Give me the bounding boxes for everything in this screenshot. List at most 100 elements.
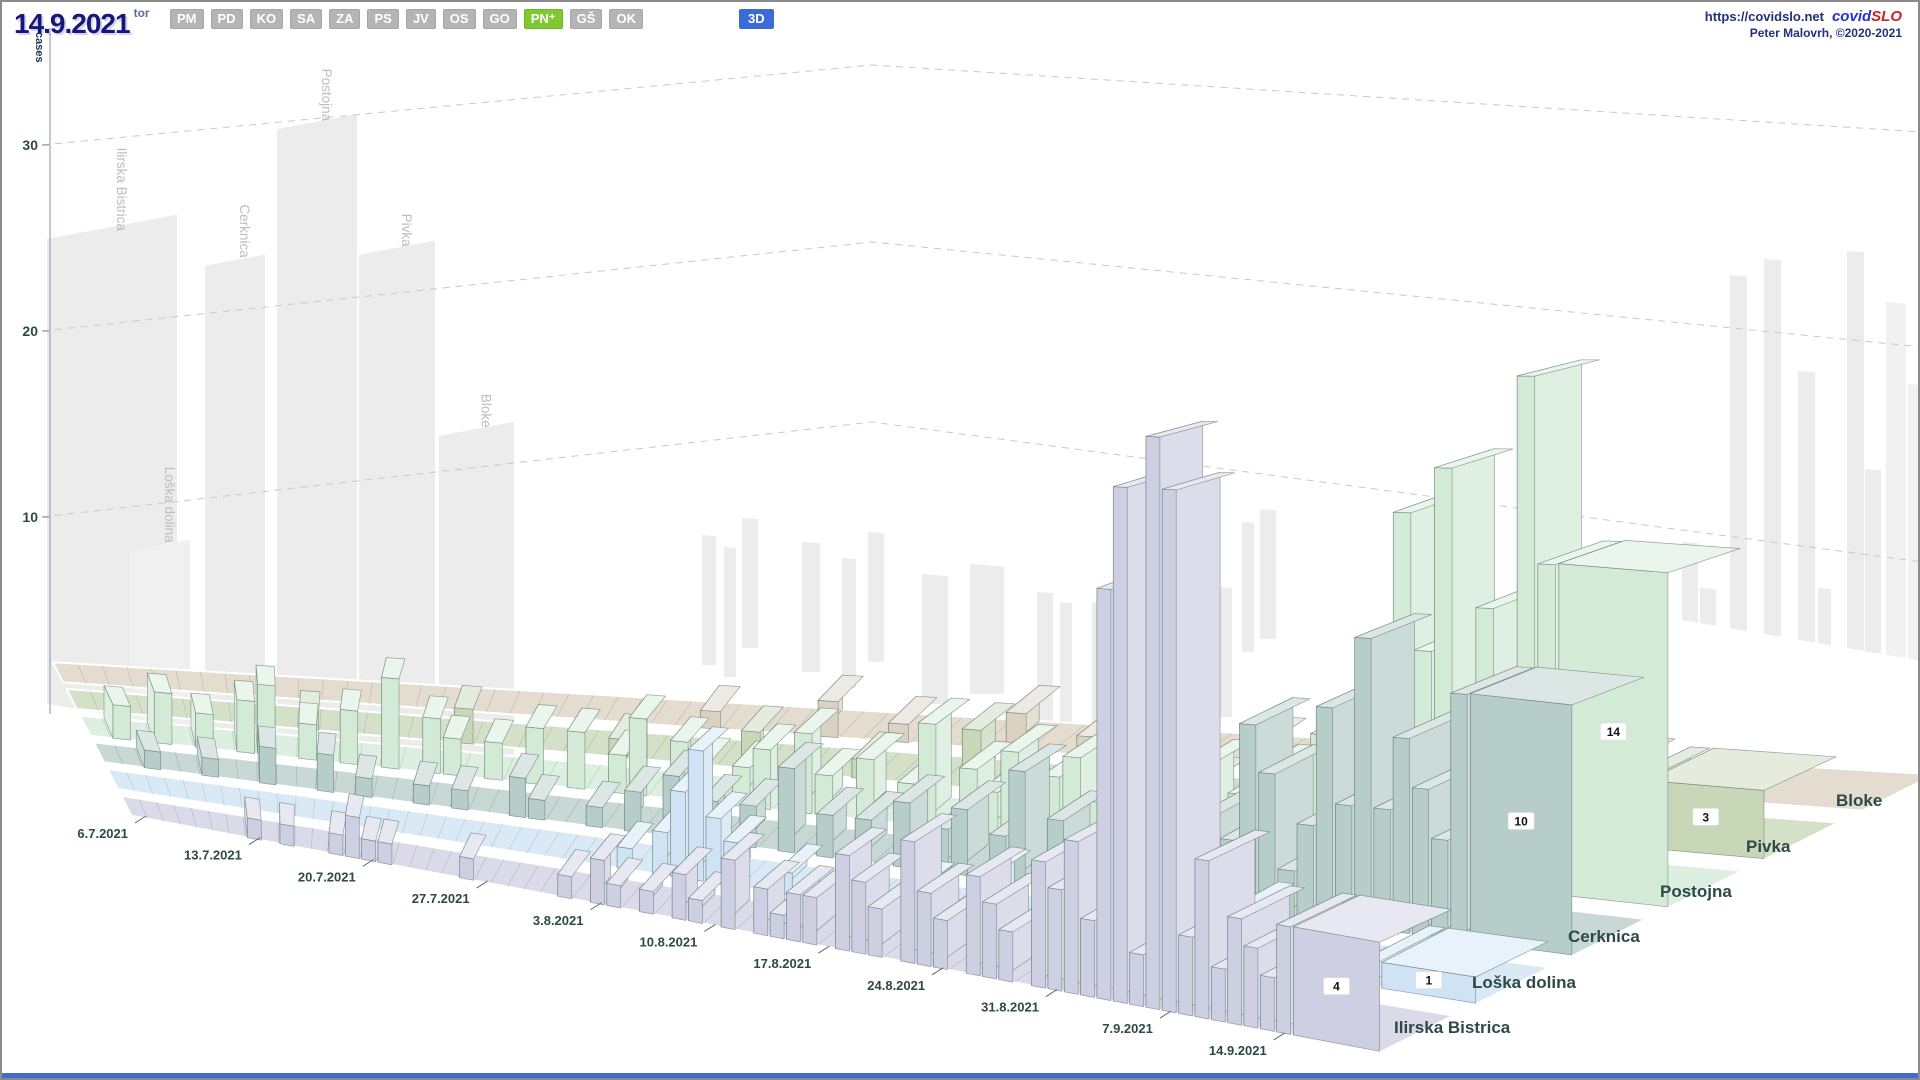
bar-top xyxy=(835,826,887,856)
day-grid-line xyxy=(894,754,923,781)
day-grid-line xyxy=(486,689,496,712)
ghost-bar xyxy=(1260,509,1276,639)
region-button-go[interactable]: GO xyxy=(482,9,517,29)
day-grid-line xyxy=(437,816,447,839)
region-button-jv[interactable]: JV xyxy=(405,9,436,29)
day-grid-line xyxy=(310,828,313,850)
bar-front xyxy=(720,857,736,930)
bar-front xyxy=(851,879,867,955)
bar-front xyxy=(143,749,162,771)
site-url-link[interactable]: https://covidslo.net xyxy=(1704,9,1824,24)
bar-top xyxy=(566,707,601,733)
bar-top xyxy=(705,791,748,820)
bar-front xyxy=(1315,706,1333,924)
region-button-ps[interactable]: PS xyxy=(367,9,399,29)
day-grid-line xyxy=(182,780,189,800)
bar-top xyxy=(355,754,378,780)
day-grid-line xyxy=(201,782,207,803)
day-grid-line xyxy=(425,848,435,871)
value-chip-label: 4 xyxy=(1333,980,1340,994)
bar-front xyxy=(786,892,801,943)
bar-front xyxy=(328,832,344,856)
bar-front xyxy=(459,856,474,881)
day-grid-line xyxy=(490,859,505,884)
bar-top xyxy=(1276,892,1358,928)
bar-top xyxy=(753,859,800,890)
day-grid-line xyxy=(312,798,316,820)
bar-front xyxy=(606,882,622,909)
day-grid-line xyxy=(101,665,111,686)
day-grid-line xyxy=(225,813,230,834)
region-button-ko[interactable]: KO xyxy=(249,9,284,29)
bar-top xyxy=(190,692,214,716)
region-label-ilirska-bistrica: Ilirska Bistrica xyxy=(1394,1018,1511,1037)
day-grid-line xyxy=(224,673,228,694)
bar-front xyxy=(965,874,981,977)
region-button-row: PM PD KO SA ZA PS JV OS GO PN⁺ GŠ OK xyxy=(170,9,643,29)
bar-top xyxy=(453,685,483,710)
bar-front xyxy=(246,817,262,841)
bar-top xyxy=(671,846,713,876)
bar-top xyxy=(103,685,131,707)
bar-front xyxy=(1276,924,1291,1035)
day-grid-line xyxy=(134,747,143,767)
region-button-pm[interactable]: PM xyxy=(170,9,204,29)
date-tick-label: 27.7.2021 xyxy=(412,891,470,906)
value-chip xyxy=(1692,808,1720,826)
region-label-bloke: Bloke xyxy=(1836,791,1882,810)
bar-front xyxy=(1161,488,1177,1014)
bar-top xyxy=(233,679,255,702)
view-3d-button[interactable]: 3D xyxy=(739,9,774,29)
region-button-pd[interactable]: PD xyxy=(210,9,243,29)
bar-top xyxy=(816,786,865,816)
current-weekday: tor xyxy=(133,6,150,20)
region-button-sa[interactable]: SA xyxy=(290,9,323,29)
bar-top xyxy=(1145,420,1218,438)
bar-top xyxy=(856,732,905,761)
ghost-bar xyxy=(1700,588,1716,626)
day-grid-line xyxy=(276,763,278,785)
region-button-za[interactable]: ZA xyxy=(329,9,361,29)
y-tick-label: 30 xyxy=(22,137,38,153)
bar-front xyxy=(802,894,818,946)
wall-summary-bar xyxy=(359,240,435,770)
bar-front xyxy=(279,823,295,847)
bar-top xyxy=(557,849,591,878)
region-button-ok[interactable]: OK xyxy=(609,9,643,29)
date-tick-label: 6.7.2021 xyxy=(77,826,128,841)
bar-top xyxy=(777,741,824,769)
date-tick-label: 17.8.2021 xyxy=(753,956,811,971)
date-tick xyxy=(1159,1010,1172,1019)
last-bar-top xyxy=(1470,666,1645,706)
day-grid-line xyxy=(507,862,522,887)
bar-top xyxy=(1000,724,1058,753)
ghost-bar xyxy=(1220,587,1232,717)
day-grid-line xyxy=(474,721,484,744)
bar-top xyxy=(298,701,319,726)
wall-summary-label: Pivka xyxy=(399,214,414,248)
wall-summary-label: Cerknica xyxy=(237,204,252,258)
date-tick xyxy=(817,945,830,954)
grid-line xyxy=(41,421,1918,562)
bar-front xyxy=(153,691,173,745)
day-grid-line xyxy=(315,768,318,790)
day-grid-line xyxy=(455,819,466,842)
date-tick-label: 14.9.2021 xyxy=(1209,1043,1267,1058)
bar-top xyxy=(741,705,784,733)
day-grid-line xyxy=(391,777,399,800)
date-tick xyxy=(590,902,602,911)
bar-front xyxy=(361,838,376,863)
bar-top xyxy=(509,752,540,779)
bar-top xyxy=(1354,613,1433,639)
day-grid-line xyxy=(399,746,407,769)
region-button-g[interactable]: GŠ xyxy=(569,9,603,29)
day-grid-line xyxy=(174,752,182,772)
day-grid-line xyxy=(586,765,602,789)
region-button-os[interactable]: OS xyxy=(442,9,476,29)
ghost-bar xyxy=(1847,251,1864,651)
ghost-bar xyxy=(1818,588,1831,646)
bar-front xyxy=(1047,887,1063,992)
region-button-pn[interactable]: PN⁺ xyxy=(523,9,563,29)
bar-front xyxy=(1178,934,1193,1017)
